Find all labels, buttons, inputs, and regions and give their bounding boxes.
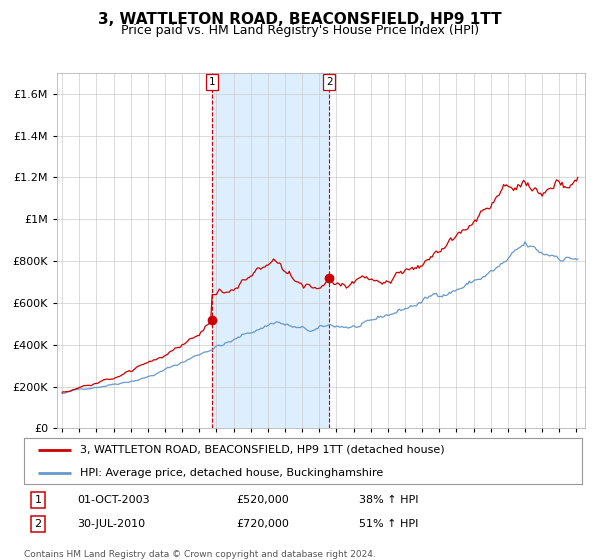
Text: £720,000: £720,000: [236, 519, 289, 529]
Text: Price paid vs. HM Land Registry's House Price Index (HPI): Price paid vs. HM Land Registry's House …: [121, 24, 479, 37]
Text: Contains HM Land Registry data © Crown copyright and database right 2024.
This d: Contains HM Land Registry data © Crown c…: [24, 550, 376, 560]
Text: 3, WATTLETON ROAD, BEACONSFIELD, HP9 1TT (detached house): 3, WATTLETON ROAD, BEACONSFIELD, HP9 1TT…: [80, 445, 445, 455]
Text: £520,000: £520,000: [236, 495, 289, 505]
Text: 38% ↑ HPI: 38% ↑ HPI: [359, 495, 418, 505]
Text: 2: 2: [326, 77, 332, 87]
Text: 3, WATTLETON ROAD, BEACONSFIELD, HP9 1TT: 3, WATTLETON ROAD, BEACONSFIELD, HP9 1TT: [98, 12, 502, 27]
Bar: [212, 73, 329, 428]
Text: 2: 2: [34, 519, 41, 529]
Text: 01-OCT-2003: 01-OCT-2003: [77, 495, 149, 505]
Text: 1: 1: [209, 77, 215, 87]
Text: HPI: Average price, detached house, Buckinghamshire: HPI: Average price, detached house, Buck…: [80, 468, 383, 478]
Text: 51% ↑ HPI: 51% ↑ HPI: [359, 519, 418, 529]
Text: 1: 1: [34, 495, 41, 505]
Text: 30-JUL-2010: 30-JUL-2010: [77, 519, 145, 529]
